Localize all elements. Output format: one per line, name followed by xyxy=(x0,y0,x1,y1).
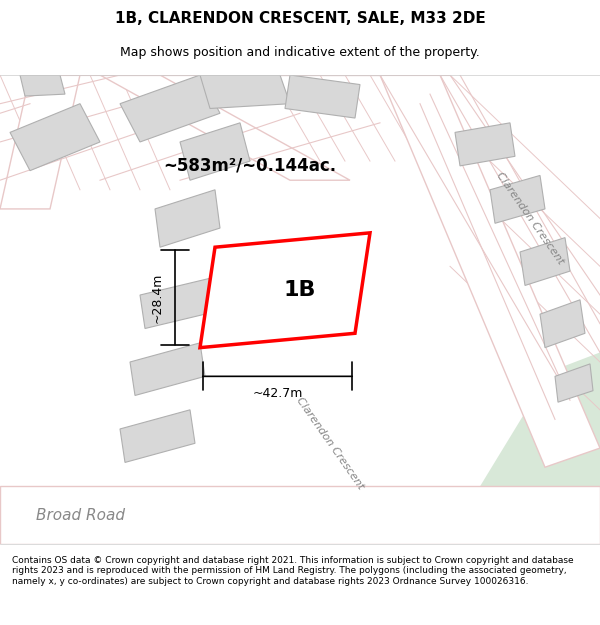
Polygon shape xyxy=(20,75,65,96)
Polygon shape xyxy=(455,123,515,166)
Text: 1B, CLARENDON CRESCENT, SALE, M33 2DE: 1B, CLARENDON CRESCENT, SALE, M33 2DE xyxy=(115,11,485,26)
Text: Map shows position and indicative extent of the property.: Map shows position and indicative extent… xyxy=(120,46,480,59)
Text: Broad Road: Broad Road xyxy=(35,508,125,522)
Text: 1B: 1B xyxy=(284,280,316,300)
Polygon shape xyxy=(140,276,225,329)
Polygon shape xyxy=(0,486,600,544)
Polygon shape xyxy=(10,104,100,171)
Polygon shape xyxy=(430,352,600,544)
Text: Clarendon Crescent: Clarendon Crescent xyxy=(295,396,365,491)
Polygon shape xyxy=(490,176,545,223)
Polygon shape xyxy=(155,190,220,248)
Polygon shape xyxy=(540,300,585,348)
Polygon shape xyxy=(130,343,205,396)
Text: ~28.4m: ~28.4m xyxy=(151,272,163,322)
Text: Contains OS data © Crown copyright and database right 2021. This information is : Contains OS data © Crown copyright and d… xyxy=(12,556,574,586)
Text: ~42.7m: ~42.7m xyxy=(253,387,302,400)
Polygon shape xyxy=(200,75,290,109)
Polygon shape xyxy=(120,75,220,142)
Polygon shape xyxy=(120,410,195,462)
Polygon shape xyxy=(100,75,350,180)
Polygon shape xyxy=(200,233,370,348)
Polygon shape xyxy=(180,123,250,180)
Polygon shape xyxy=(520,238,570,286)
Polygon shape xyxy=(380,75,600,468)
Text: Clarendon Crescent: Clarendon Crescent xyxy=(494,171,566,266)
Polygon shape xyxy=(285,75,360,118)
Text: ~583m²/~0.144ac.: ~583m²/~0.144ac. xyxy=(163,157,337,175)
Polygon shape xyxy=(555,364,593,402)
Polygon shape xyxy=(0,75,80,209)
